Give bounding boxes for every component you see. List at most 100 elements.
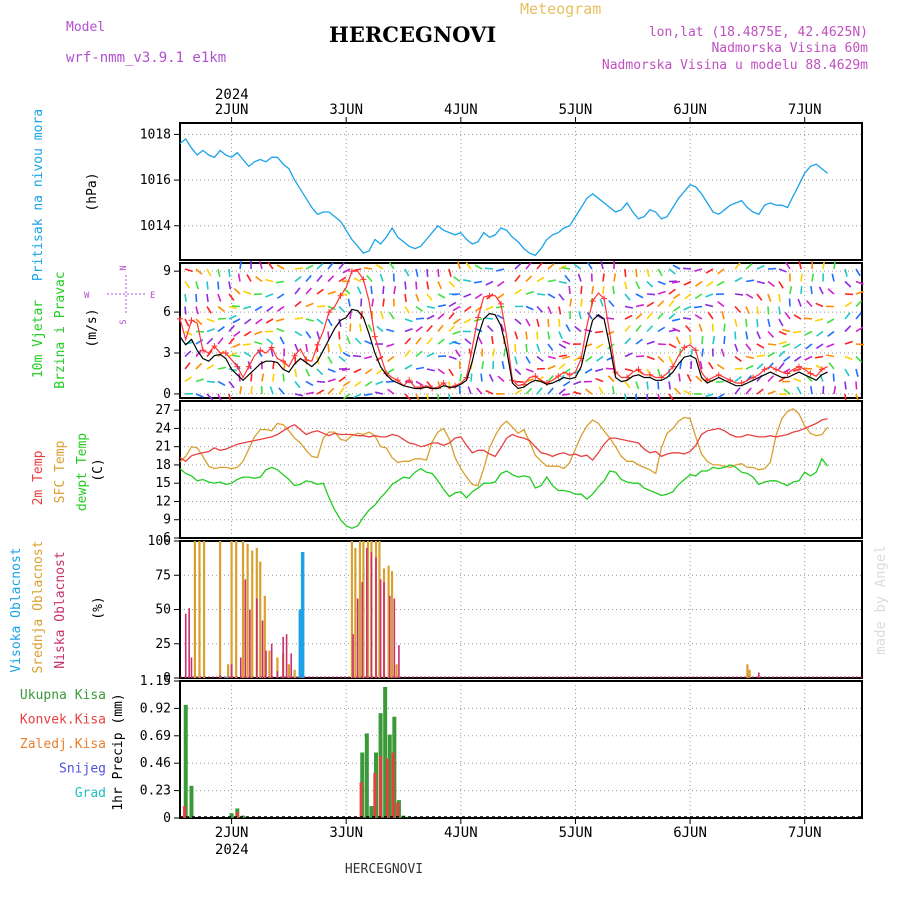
precip-bar-convective [379,756,383,818]
wind-arrow [573,380,582,386]
wind-arrow [525,290,534,295]
legend-freezing-rain: Zaledj.Kisa [20,737,106,752]
wind-arrow [276,293,285,300]
cloud-bar-low [393,598,396,678]
wind-arrow [855,343,865,346]
precip-bar-total [387,734,392,818]
y-tick-label: 6 [163,305,171,320]
wind-arrow [815,302,824,308]
wind-arrow [404,306,410,314]
wind-arrow [206,306,212,314]
wind-arrow [815,318,824,322]
wind-arrow [668,268,676,275]
gust-marker [199,347,206,354]
wind-arrow [816,330,824,337]
wind-arrow [793,368,802,372]
wind-arrow [683,305,692,311]
wind-arrow [485,389,494,395]
cloud-bar-low [370,551,373,678]
wind-arrow [716,393,725,399]
wind-arrow [561,393,571,396]
wind-arrow [338,343,343,352]
wind-arrow [382,298,385,307]
compass-s: S [119,319,129,324]
meteogram-title: Meteogram [520,0,602,18]
precip-bar-total [364,733,369,818]
wind-arrow [536,305,544,313]
wind-arrow [828,362,835,370]
wind-arrow [826,354,835,358]
wind-arrow [767,351,776,358]
wind-arrow [525,331,528,340]
wind-arrow [707,312,714,320]
wind-arrow [496,268,505,272]
wind-arrow [376,325,384,333]
y-tick-label: 0 [163,671,171,686]
wind-arrow [426,381,433,389]
wind-arrow [695,280,703,287]
wind-arrow [184,318,190,327]
wind-arrow [690,348,694,357]
wind-arrow [497,280,505,287]
wind-arrow [415,293,420,302]
wind-arrow [463,279,472,283]
wind-arrow [844,325,852,333]
wind-arrow [855,355,863,363]
wind-arrow [415,325,423,333]
wind-arrow [437,304,447,308]
wind-arrow [206,337,214,345]
wind-arrow [484,267,494,270]
wind-arrow [756,363,764,370]
wind-arrow [783,388,791,395]
wind-arrow [349,310,352,320]
wind-arrow [514,380,524,383]
wind-arrow [646,355,655,361]
wind-arrow [195,281,200,290]
wind-arrow [767,375,775,383]
y-tick-label: 0.92 [140,701,171,716]
wind-arrow [809,385,813,395]
gust-marker [371,333,378,340]
wind-arrow [338,331,341,340]
wind-arrow [605,367,615,370]
wind-arrow [756,331,761,340]
wind-arrow [184,281,191,289]
wind-arrow [195,378,204,383]
wind-arrow [496,314,505,320]
cloud-bar-low [375,557,377,678]
wind-arrow [822,385,825,395]
wind-arrow [562,340,571,345]
cloud-bar-low [282,636,284,678]
wind-arrow [721,311,725,320]
wind-arrow [353,393,362,399]
wind-arrow [231,305,241,308]
wind-arrow [767,343,777,346]
wind-arrow [415,366,425,370]
wind-arrow [778,330,787,336]
wind-arrow [514,318,522,325]
wind-arrow [734,262,741,270]
wind-arrow [353,277,362,283]
cloud-bar-low [265,650,267,678]
cloud-bar-low [276,671,279,678]
wind-arrow [599,298,604,307]
wind-arrow [484,317,494,320]
gust-marker [681,344,688,351]
wind-arrow [624,368,633,372]
wind-arrow [536,262,543,270]
wind-arrow [778,350,786,358]
wind-arrow [488,373,494,382]
wind-arrow [734,293,744,296]
cloud-bar-low [758,672,760,678]
cloud-bar-mid [390,571,394,678]
wind-arrow [364,355,373,360]
wind-arrow [327,290,336,295]
wind-arrow [624,337,631,345]
wind-arrow [316,368,324,376]
wind-arrow [485,280,494,286]
wind-arrow [366,274,373,283]
wind-arrow [250,373,253,382]
credit-text: made by Angel [873,545,889,655]
precip-bar-convective [235,812,239,818]
wind-arrow [635,281,641,290]
